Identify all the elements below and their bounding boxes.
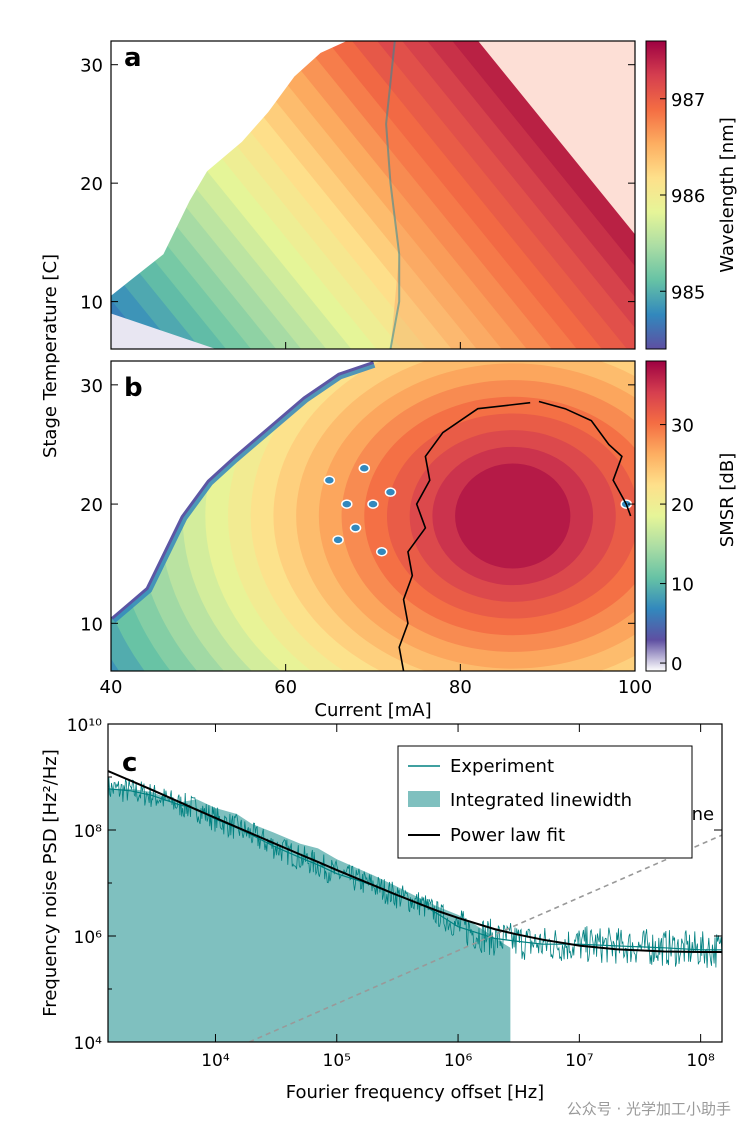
smsr-cb-tick-label: 0 [671, 654, 682, 675]
panel-a-y-tick-label: 30 [80, 56, 103, 77]
smsr-cb-tick-label: 10 [671, 575, 694, 596]
wavelength-band [276, 41, 553, 349]
legend-linewidth-label: Integrated linewidth [450, 790, 632, 811]
smsr-contour-segment [538, 400, 632, 517]
wavelength-heatmap [111, 41, 635, 349]
smsr-contour-segment [398, 401, 531, 671]
panel-c-y-tick-label: 10¹⁰ [67, 716, 102, 736]
panel-b-y-ticks: 10 20 30 [80, 376, 635, 635]
wavelength-band [402, 41, 635, 329]
wavelength-band [302, 41, 578, 349]
experiment-noise [108, 777, 722, 968]
wavelength-band [226, 41, 503, 349]
wavelength-low-corner [111, 313, 216, 349]
smsr-colorbar [645, 360, 667, 672]
smsr-spot [349, 523, 362, 533]
panel-c-x-tick-label: 10⁶ [444, 1051, 473, 1071]
panel-a-frame [110, 40, 636, 350]
mode-hop-line [385, 41, 401, 349]
panel-b-x-tick-label: 40 [100, 677, 123, 698]
smsr-30db-contour [398, 400, 632, 671]
panel-a-label: a [124, 43, 142, 73]
wavelength-band [352, 41, 628, 349]
panel-a: a 10 20 30 985 986 987 Wavelength [nm] [80, 40, 738, 350]
psd-axis-label: Frequency noise PSD [Hz²/Hz] [40, 749, 61, 1016]
wavelength-band [251, 41, 528, 349]
smsr-spot [358, 463, 371, 474]
panel-b-x-tick-label: 100 [618, 677, 652, 698]
wavelength-colorbar-ticks: 985 986 987 [660, 90, 705, 303]
smsr-spot [332, 535, 344, 545]
panel-a-y-ticks: 10 20 30 [80, 56, 636, 349]
panel-c-x-tick-label: 10⁸ [686, 1051, 715, 1071]
panel-b-colorbar: 0 10 20 30 SMSR [dB] [645, 360, 738, 675]
wavelength-band [452, 41, 635, 267]
panel-c-x-tick-label: 10⁷ [565, 1051, 594, 1071]
smsr-spot [367, 499, 379, 509]
wavelength-colorbar-label: Wavelength [nm] [717, 117, 738, 273]
watermark: 公众号 · 光学加工小助手 [566, 1100, 731, 1118]
legend: Experiment Integrated linewidth Power la… [397, 745, 693, 859]
panel-c-y-tick-label: 10⁸ [74, 822, 103, 842]
panel-a-y-tick-label: 20 [80, 174, 103, 195]
panel-c-y-tick-label: 10⁶ [74, 928, 103, 948]
panel-c-x-ticks: 10⁴ 10⁵ 10⁶ 10⁷ 10⁸ [201, 724, 715, 1071]
panel-b-x-ticks: 40 60 80 100 [100, 664, 652, 698]
non-lasing-region [111, 41, 347, 296]
panel-b-y-tick-label: 30 [80, 376, 103, 397]
wavelength-shift-overlay [386, 41, 635, 349]
smsr-band [455, 463, 571, 569]
panel-b-y-tick-label: 20 [80, 495, 103, 516]
smsr-spot [384, 487, 397, 497]
smsr-colorbar-label: SMSR [dB] [717, 453, 738, 547]
panel-a-colorbar: 985 986 987 Wavelength [nm] [645, 40, 738, 350]
panel-c-x-tick-label: 10⁴ [201, 1051, 230, 1071]
current-axis-label: Current [mA] [314, 700, 431, 721]
integrated-linewidth-area [108, 788, 511, 1042]
wavelength-band [377, 41, 635, 349]
beta-line [248, 834, 722, 1042]
smsr-non-lasing-region [111, 361, 373, 618]
panel-b-y-tick-label: 10 [80, 614, 103, 635]
panel-c-x-tick-label: 10⁵ [323, 1051, 351, 1071]
wavelength-band [111, 329, 127, 349]
panel-b-frame [110, 360, 636, 672]
smsr-spot [341, 499, 353, 509]
temperature-axis-label: Stage Temperature [C] [40, 254, 61, 458]
panel-c-y-tick-label: 10⁴ [74, 1034, 103, 1054]
wavelength-cb-tick-label: 987 [671, 90, 705, 111]
panel-c-y-ticks: 10⁴ 10⁶ 10⁸ 10¹⁰ [67, 716, 722, 1054]
wavelength-cb-tick-label: 986 [671, 186, 705, 207]
legend-linewidth-swatch [408, 791, 440, 807]
smsr-cb-tick-label: 30 [671, 416, 694, 437]
smsr-spot [323, 475, 336, 485]
panel-c-label: c [122, 748, 137, 778]
panel-b-x-tick-label: 80 [449, 677, 472, 698]
wavelength-band [327, 41, 603, 349]
legend-experiment-label: Experiment [450, 756, 554, 777]
power-law-fit-line [108, 770, 722, 953]
legend-fit-label: Power law fit [450, 825, 565, 846]
wavelength-cb-tick-label: 985 [671, 282, 705, 303]
fourier-axis-label: Fourier frequency offset [Hz] [286, 1082, 544, 1103]
smsr-cb-tick-label: 20 [671, 495, 694, 516]
panel-b-x-tick-label: 60 [274, 677, 297, 698]
smsr-spot [375, 547, 388, 557]
wavelength-band [201, 41, 478, 349]
wavelength-band [427, 41, 635, 298]
smsr-colorbar-ticks: 0 10 20 30 [660, 416, 694, 675]
panel-a-y-tick-label: 10 [80, 293, 103, 314]
panel-b-label: b [124, 373, 143, 403]
legend-box [397, 745, 693, 859]
